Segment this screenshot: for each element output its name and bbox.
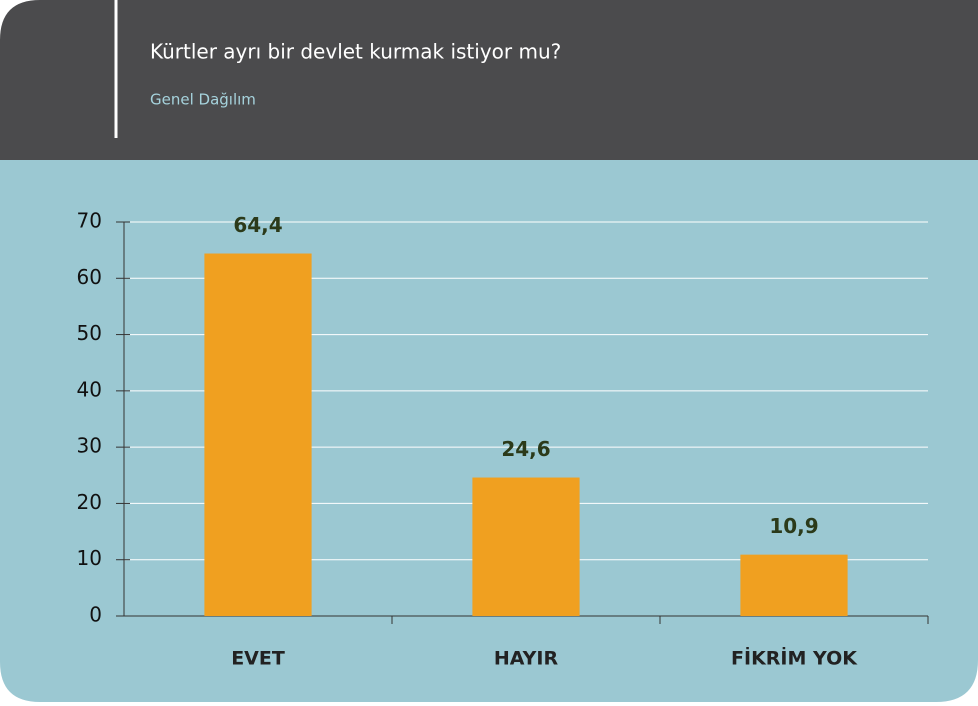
- header-bg: [0, 0, 978, 160]
- x-tick-label: FİKRİM YOK: [731, 646, 858, 670]
- bar: [204, 253, 312, 616]
- y-tick-label: 20: [77, 490, 102, 514]
- y-tick-label: 40: [77, 377, 102, 401]
- y-tick-label: 10: [77, 546, 102, 570]
- y-tick-label: 70: [77, 209, 102, 233]
- bar: [472, 477, 580, 616]
- y-tick-label: 50: [77, 321, 102, 345]
- x-tick-label: EVET: [231, 648, 285, 670]
- y-tick-label: 60: [77, 265, 102, 289]
- y-tick-label: 0: [89, 603, 102, 627]
- chart-title: Kürtler ayrı bir devlet kurmak istiyor m…: [150, 40, 561, 64]
- bar: [740, 554, 848, 616]
- x-tick-label: HAYIR: [494, 648, 559, 670]
- value-label: 64,4: [233, 213, 282, 237]
- value-label: 10,9: [769, 514, 818, 538]
- plot-bg: [0, 160, 978, 702]
- value-label: 24,6: [501, 437, 550, 461]
- y-tick-label: 30: [77, 434, 102, 458]
- chart-subtitle: Genel Dağılım: [150, 91, 256, 109]
